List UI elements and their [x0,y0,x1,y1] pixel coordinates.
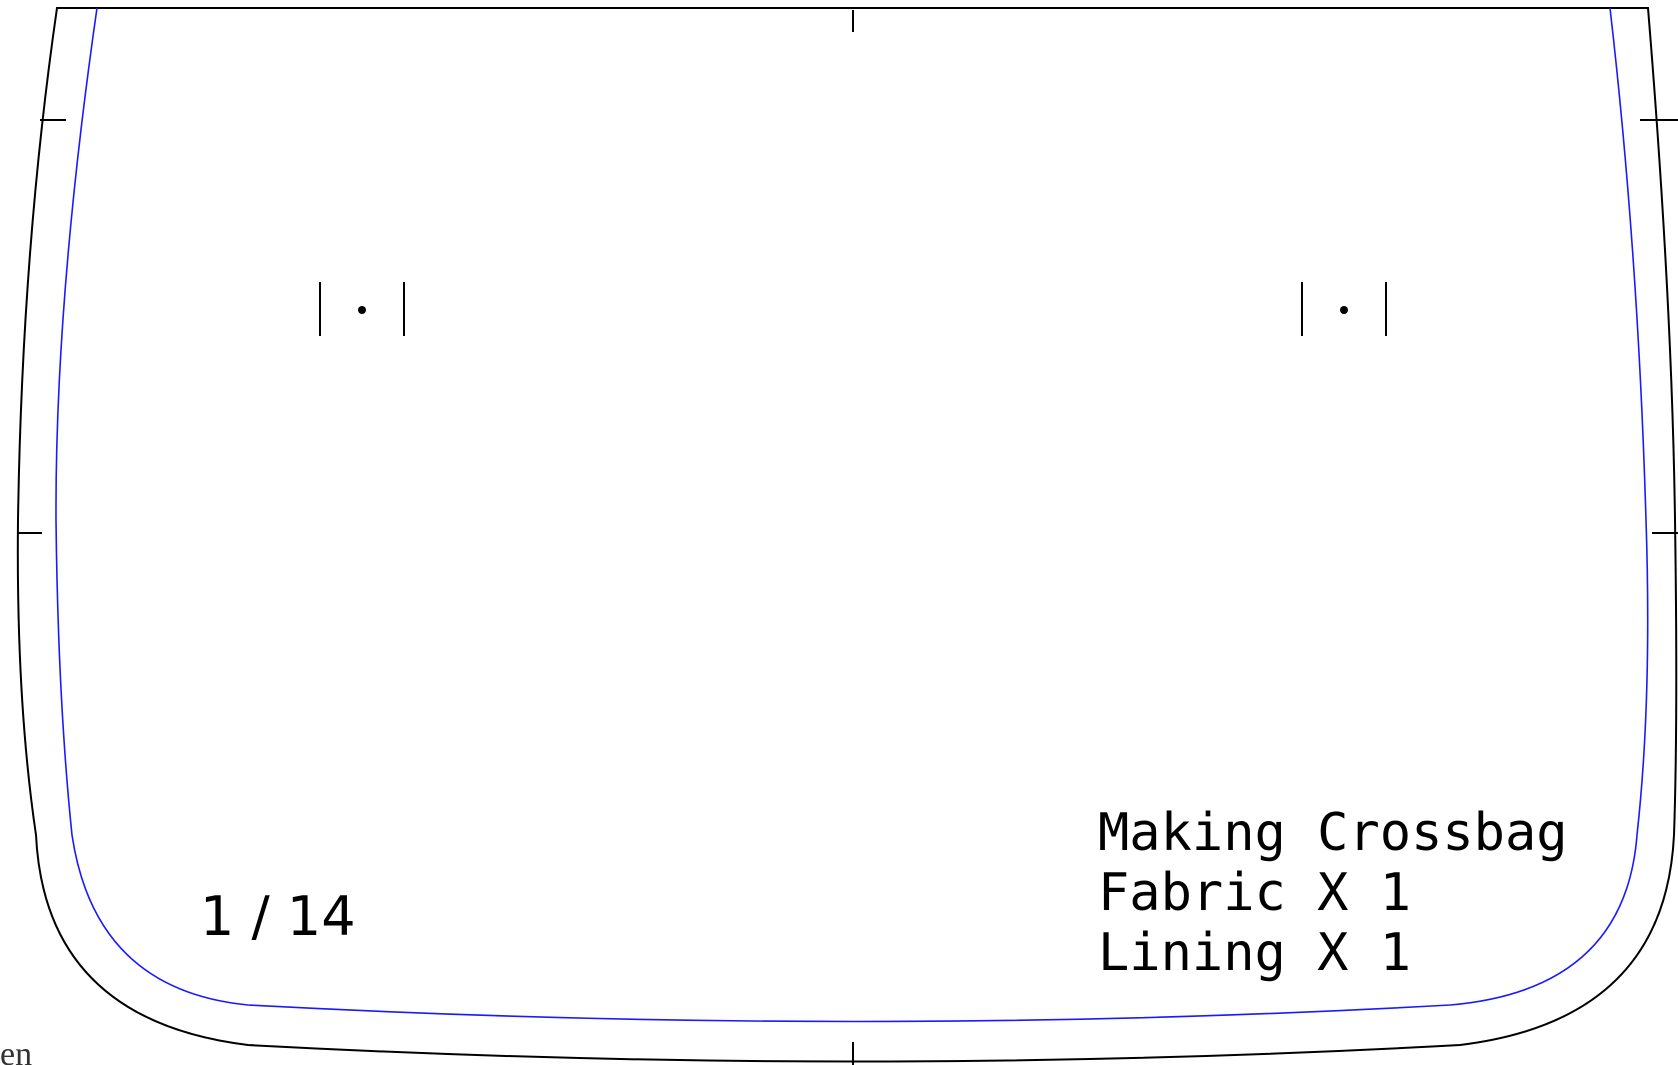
cut-line [16,7,1678,1063]
fabric-count: Fabric X 1 [1098,863,1411,923]
seam-line [55,7,1649,1023]
cutoff-text: en [0,1036,32,1065]
lining-count: Lining X 1 [1098,923,1411,983]
pattern-title: Making Crossbag [1098,803,1568,863]
marker-right [1301,282,1387,336]
marker-left [319,282,405,336]
page-number-label: 1 / 14 [200,885,356,948]
